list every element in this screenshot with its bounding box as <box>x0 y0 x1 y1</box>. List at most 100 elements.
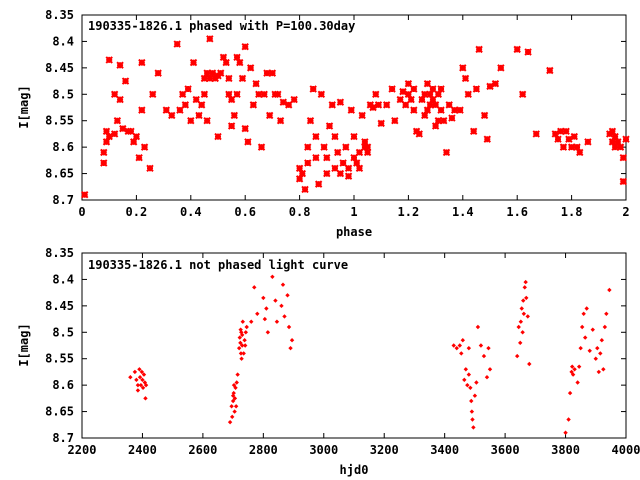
data-point <box>265 111 274 120</box>
x-axis-label: phase <box>336 225 372 239</box>
data-point <box>454 345 459 351</box>
data-point <box>604 311 609 316</box>
data-point <box>565 135 573 143</box>
data-point <box>518 340 523 346</box>
data-point <box>442 148 451 157</box>
data-point <box>206 35 214 43</box>
data-point <box>105 132 113 141</box>
data-point <box>573 143 581 151</box>
data-point <box>578 345 583 351</box>
data-point <box>241 43 249 51</box>
data-point <box>388 85 396 93</box>
data-point <box>423 106 432 114</box>
data-point <box>219 53 228 61</box>
data-point <box>262 316 268 322</box>
data-point <box>222 58 230 67</box>
data-point <box>137 375 143 380</box>
data-point <box>140 143 149 151</box>
data-point <box>279 98 287 106</box>
data-point <box>295 164 304 172</box>
data-point <box>415 130 423 138</box>
data-point <box>469 409 475 414</box>
data-point <box>559 143 568 151</box>
data-point <box>410 106 418 114</box>
data-point <box>143 382 149 388</box>
data-point <box>521 298 526 303</box>
data-point <box>418 95 426 104</box>
data-point <box>274 319 280 324</box>
data-point <box>342 143 350 151</box>
data-point <box>168 111 176 120</box>
data-point <box>584 306 589 311</box>
data-point <box>237 335 242 340</box>
data-point <box>475 45 483 54</box>
data-point <box>239 343 245 348</box>
data-point <box>437 106 445 114</box>
data-point <box>233 385 238 390</box>
data-point <box>497 64 505 72</box>
data-point <box>146 164 154 172</box>
data-point <box>162 106 171 114</box>
data-point <box>363 148 372 157</box>
data-point <box>554 135 562 143</box>
x-axis-label: hjd0 <box>340 463 369 477</box>
data-point <box>132 369 138 375</box>
data-point <box>206 74 214 83</box>
data-point <box>491 80 500 88</box>
y-tick-label: 8.55 <box>45 352 74 366</box>
data-point <box>273 298 278 303</box>
data-point <box>614 138 622 146</box>
data-point <box>208 69 217 77</box>
data-point <box>304 159 312 167</box>
data-point <box>596 369 601 375</box>
x-tick-label: 3000 <box>309 443 338 457</box>
data-point <box>225 90 233 98</box>
data-point <box>460 338 465 343</box>
data-point <box>567 390 573 396</box>
data-point <box>257 143 266 151</box>
data-point <box>181 101 190 109</box>
data-point <box>480 111 489 120</box>
data-point <box>229 404 234 409</box>
data-point <box>619 154 627 162</box>
data-point <box>382 101 391 109</box>
data-point <box>252 285 257 290</box>
x-tick-label: 2200 <box>68 443 97 457</box>
data-point <box>263 69 271 77</box>
data-point <box>421 90 429 98</box>
data-point <box>465 382 470 388</box>
data-point <box>551 130 559 138</box>
y-axis-label: I[mag] <box>17 323 31 366</box>
data-point <box>331 132 339 141</box>
y-tick-label: 8.7 <box>52 193 74 207</box>
data-point <box>431 122 440 130</box>
data-point <box>306 117 315 125</box>
data-point <box>102 138 111 146</box>
data-point <box>154 69 162 77</box>
data-point <box>570 372 576 377</box>
data-point <box>285 101 293 109</box>
data-point <box>470 417 475 422</box>
data-point <box>192 95 200 104</box>
data-point <box>116 95 124 104</box>
data-point <box>434 117 443 125</box>
data-point <box>583 335 588 340</box>
data-point <box>524 48 532 56</box>
data-point <box>285 293 290 298</box>
data-point <box>325 122 334 130</box>
data-point <box>323 169 331 178</box>
data-point <box>197 101 206 109</box>
y-tick-label: 8.5 <box>52 325 74 339</box>
data-point <box>431 101 440 109</box>
data-point <box>289 338 295 343</box>
data-point <box>298 169 307 178</box>
data-point <box>140 377 145 383</box>
data-point <box>466 345 472 351</box>
y-tick-label: 8.35 <box>45 246 74 260</box>
data-point <box>563 430 568 435</box>
data-point <box>608 138 617 146</box>
data-point <box>217 69 225 77</box>
data-point <box>116 61 124 69</box>
data-point <box>599 338 605 343</box>
data-point <box>358 111 366 120</box>
